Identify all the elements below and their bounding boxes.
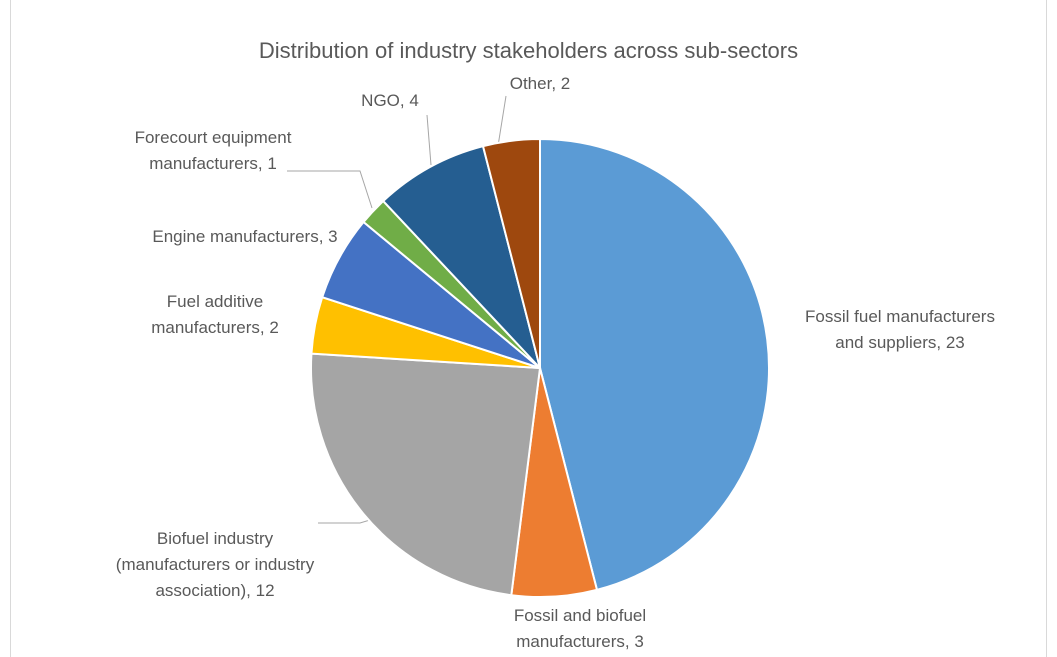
- label-category: NGO: [361, 91, 400, 110]
- label-value: 4: [400, 91, 419, 110]
- label-value: 2: [260, 318, 279, 337]
- data-label: Fuel additive manufacturers2: [115, 289, 315, 341]
- label-category: Fossil fuel manufacturers and suppliers: [805, 307, 995, 352]
- pie-slice: [381, 144, 541, 369]
- label-value: 23: [936, 333, 964, 352]
- label-category: Fuel additive manufacturers: [151, 292, 264, 337]
- label-category: Engine manufacturers: [152, 227, 319, 246]
- data-label: Biofuel industry (manufacturers or indus…: [115, 526, 315, 604]
- leader-line: [426, 114, 432, 166]
- data-label: Fossil and biofuel manufacturers3: [480, 603, 680, 655]
- pie-slice: [481, 137, 541, 369]
- data-label: NGO4: [330, 88, 450, 114]
- data-label: Engine manufacturers3: [145, 224, 345, 250]
- leader-line: [497, 95, 507, 147]
- label-category: Forecourt equipment manufacturers: [134, 128, 292, 173]
- leader-line: [287, 170, 373, 209]
- label-value: 2: [551, 74, 570, 93]
- pie-slice: [539, 137, 770, 592]
- label-value: 1: [258, 154, 277, 173]
- chart-title: Distribution of industry stakeholders ac…: [258, 38, 799, 63]
- label-value: 3: [319, 227, 338, 246]
- data-label: Other2: [480, 71, 600, 97]
- data-label: Fossil fuel manufacturers and suppliers2…: [800, 304, 1000, 356]
- label-category: Biofuel industry (manufacturers or indus…: [115, 529, 315, 600]
- data-label: Forecourt equipment manufacturers1: [128, 125, 298, 177]
- label-category: Fossil and biofuel manufacturers: [513, 606, 647, 651]
- label-value: 3: [625, 632, 644, 651]
- pie-slice: [310, 352, 542, 597]
- label-category: Other: [509, 74, 552, 93]
- label-value: 12: [246, 581, 274, 600]
